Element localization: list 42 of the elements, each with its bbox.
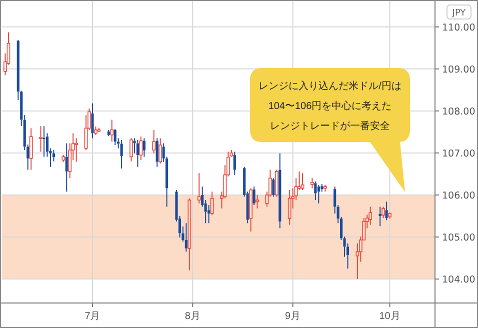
candlestick [91,102,94,139]
annotation: レンジトレードが一番安全 [270,120,390,132]
x-tick-label: 9月 [285,311,301,322]
candlestick [310,178,314,189]
y-tick-label: 105.00 [442,232,476,244]
candlestick [288,189,292,226]
candlestick [346,242,350,270]
candlestick [184,222,188,252]
annotation: 104〜106円を中心に考えた [268,100,392,112]
y-tick-label: 104.00 [442,274,476,286]
candlestick [278,152,282,229]
annotation: レンジに入り込んだ米ドル/円は [258,80,402,92]
candlestick [136,139,140,168]
candlestick [133,138,136,154]
candlestick [256,194,259,209]
candlestick [233,151,236,176]
candlestick [65,142,68,192]
candlestick [29,128,33,170]
x-tick-label: 8月 [184,311,200,322]
candlestick [385,201,388,221]
y-axis-title: JPY [451,8,466,18]
y-tick-label: 110.00 [442,22,476,34]
candlestick [114,128,116,146]
y-tick-label: 109.00 [442,64,476,76]
candlestick [378,206,382,227]
candlestick [197,172,201,204]
candlestick [208,204,210,224]
y-tick-label: 108.00 [442,106,476,118]
x-tick-label: 7月 [84,311,100,322]
candlestick [152,129,156,154]
candlestick [39,126,42,152]
candlestick [142,138,146,158]
candlestick [356,242,360,280]
y-tick-label: 106.00 [442,190,476,202]
candlestick [42,126,46,158]
candlestick [139,136,143,161]
candlestick [320,184,324,192]
y-tick-label: 107.00 [442,148,476,160]
candlestick [120,139,123,170]
candlestick [156,138,158,168]
x-tick-label: 10月 [379,311,400,322]
candlestick [294,178,298,201]
